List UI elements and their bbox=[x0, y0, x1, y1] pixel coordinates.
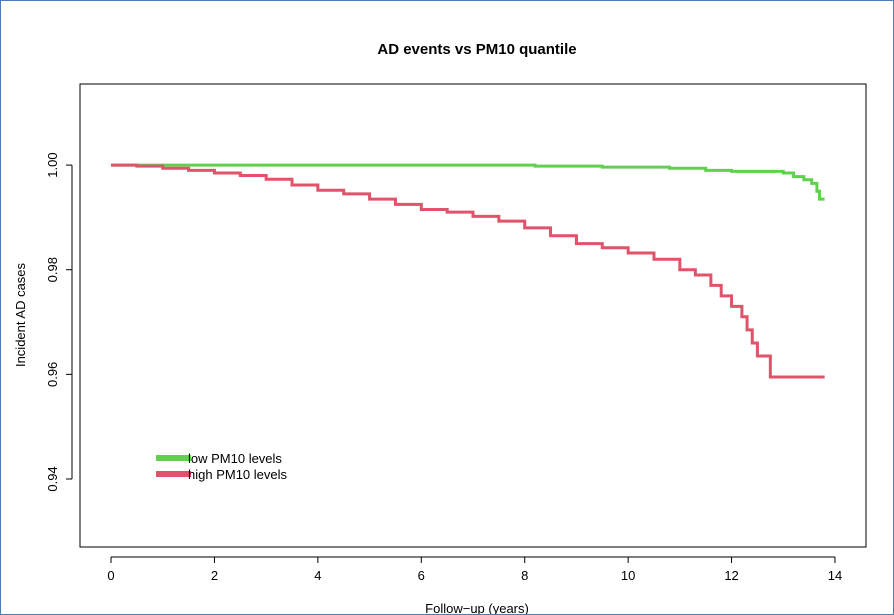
x-tick-label: 6 bbox=[418, 568, 425, 583]
y-tick-label: 0.96 bbox=[45, 362, 60, 387]
series-layer bbox=[111, 163, 825, 379]
y-axis: 0.94 0.96 0.98 1.00 bbox=[45, 152, 73, 492]
chart-title: AD events vs PM10 quantile bbox=[377, 41, 576, 58]
y-tick-label: 0.98 bbox=[45, 257, 60, 282]
plot-area bbox=[79, 83, 867, 548]
x-tick-label: 0 bbox=[107, 568, 114, 583]
series-line-low-pm10 bbox=[111, 163, 825, 201]
series-line-high-pm10 bbox=[111, 163, 825, 379]
x-tick-label: 14 bbox=[828, 568, 842, 583]
x-tick-label: 8 bbox=[521, 568, 528, 583]
y-tick-label: 0.94 bbox=[45, 466, 60, 491]
y-tick-label: 1.00 bbox=[45, 152, 60, 177]
x-tick-label: 10 bbox=[621, 568, 635, 583]
x-axis-title: Follow−up (years) bbox=[425, 601, 529, 614]
x-tick-label: 12 bbox=[724, 568, 738, 583]
legend-label: high PM10 levels bbox=[188, 467, 287, 482]
x-tick-label: 4 bbox=[314, 568, 321, 583]
x-tick-label: 2 bbox=[211, 568, 218, 583]
y-axis-title: Incident AD cases bbox=[13, 262, 28, 367]
legend-label: low PM10 levels bbox=[188, 451, 282, 466]
x-axis: 0 2 4 6 8 10 12 14 bbox=[107, 556, 842, 583]
